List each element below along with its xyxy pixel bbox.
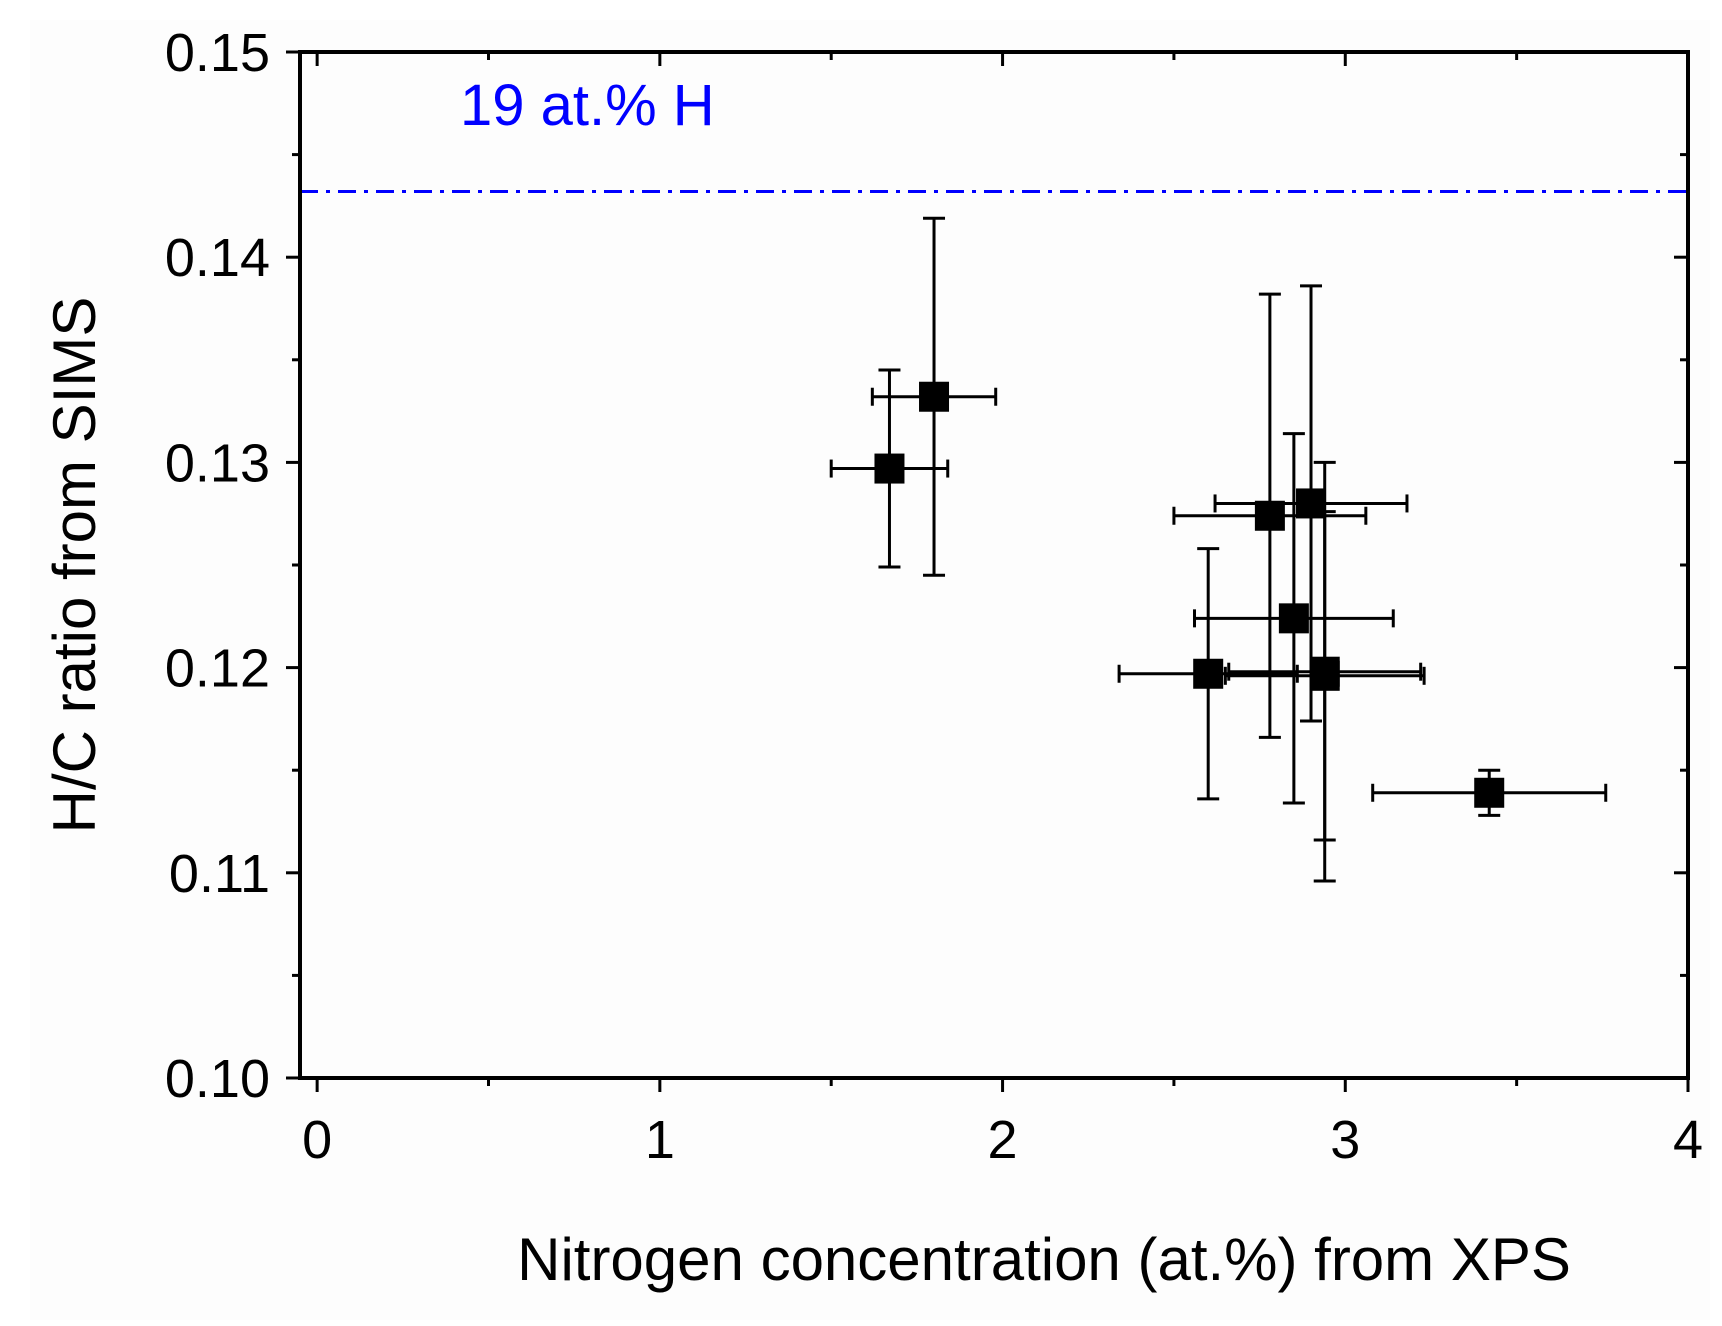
- x-tick-label: 3: [1330, 1110, 1360, 1170]
- data-point: [1474, 777, 1505, 808]
- x-tick-label: 4: [1673, 1110, 1703, 1170]
- chart-background: [30, 20, 1710, 1320]
- y-tick-label: 0.10: [165, 1049, 270, 1109]
- data-point: [1309, 656, 1340, 687]
- data-point: [1278, 603, 1309, 634]
- x-axis-title: Nitrogen concentration (at.%) from XPS: [517, 1226, 1571, 1293]
- data-point: [1254, 500, 1285, 531]
- x-tick-label: 0: [302, 1110, 332, 1170]
- data-point: [1193, 658, 1224, 689]
- y-tick-label: 0.15: [165, 23, 270, 83]
- y-axis-title: H/C ratio from SIMS: [41, 297, 108, 834]
- y-tick-label: 0.11: [169, 844, 270, 904]
- y-tick-label: 0.12: [165, 639, 270, 699]
- x-tick-label: 1: [645, 1110, 675, 1170]
- data-point: [1296, 488, 1327, 519]
- y-tick-label: 0.14: [165, 228, 270, 288]
- data-point: [919, 381, 950, 412]
- reference-line-label: 19 at.% H: [460, 73, 715, 138]
- y-tick-label: 0.13: [165, 433, 270, 493]
- x-tick-label: 2: [988, 1110, 1018, 1170]
- data-point: [874, 453, 905, 484]
